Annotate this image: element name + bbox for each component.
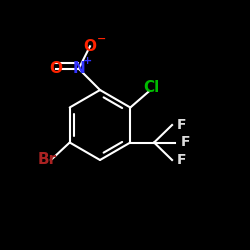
- Text: F: F: [177, 118, 186, 132]
- Text: N: N: [72, 61, 85, 76]
- Text: −: −: [97, 34, 107, 44]
- Text: O: O: [50, 61, 63, 76]
- Text: +: +: [83, 56, 92, 66]
- Text: F: F: [180, 136, 190, 149]
- Text: F: F: [177, 153, 186, 167]
- Text: O: O: [84, 39, 96, 54]
- Text: Br: Br: [38, 152, 57, 168]
- Text: Cl: Cl: [144, 80, 160, 95]
